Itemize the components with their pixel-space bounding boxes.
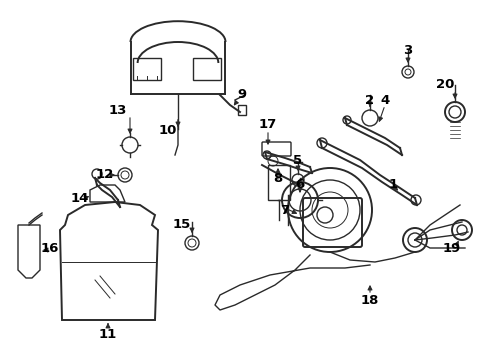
Text: 1: 1 xyxy=(389,179,397,192)
Text: 13: 13 xyxy=(109,104,127,117)
Bar xyxy=(268,165,290,200)
Text: 17: 17 xyxy=(259,118,277,131)
Text: 2: 2 xyxy=(366,94,374,107)
Text: 11: 11 xyxy=(99,328,117,342)
Text: 12: 12 xyxy=(96,168,114,181)
Text: 8: 8 xyxy=(273,171,283,184)
Text: 4: 4 xyxy=(380,94,390,107)
Text: 16: 16 xyxy=(41,242,59,255)
Text: 15: 15 xyxy=(173,219,191,231)
Text: 10: 10 xyxy=(159,123,177,136)
Text: 5: 5 xyxy=(294,153,302,166)
Text: 9: 9 xyxy=(238,89,246,102)
Text: 7: 7 xyxy=(280,203,290,216)
Text: 20: 20 xyxy=(436,78,454,91)
Text: 18: 18 xyxy=(361,293,379,306)
Bar xyxy=(238,105,246,115)
Text: 6: 6 xyxy=(295,179,305,192)
Text: 3: 3 xyxy=(403,44,413,57)
Text: 19: 19 xyxy=(443,242,461,255)
Bar xyxy=(133,58,161,80)
Bar xyxy=(193,58,221,80)
Text: 14: 14 xyxy=(71,192,89,204)
